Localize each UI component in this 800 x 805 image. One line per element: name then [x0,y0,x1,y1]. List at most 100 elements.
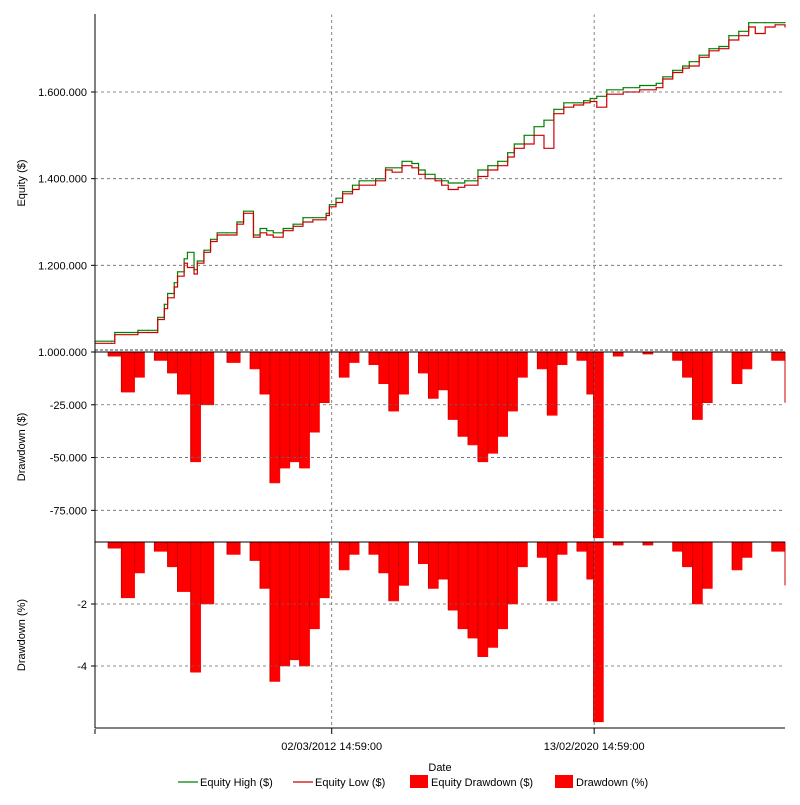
series-point [655,82,657,84]
series-point [167,297,169,299]
series-point [137,331,139,334]
series-point [533,134,535,136]
legend-swatch-box [555,775,573,788]
series-point [464,180,466,182]
series-point [573,104,575,106]
series-point [464,184,466,186]
series-point [173,286,175,288]
series-point [447,188,449,191]
series-point [292,225,294,227]
series-point [583,100,585,102]
series-point [738,30,740,32]
series-point [328,206,331,208]
y-axis-title: Drawdown (%) [16,599,28,671]
series-point [543,119,545,121]
series-point [639,89,641,91]
series-point [523,143,525,145]
series-point [477,175,479,178]
series-point [682,67,684,69]
series-point [441,184,443,186]
series-point [272,236,274,238]
series-point [110,340,113,342]
series-point [507,156,509,158]
series-point [563,106,565,108]
series-point [302,217,304,219]
series-point [764,22,766,24]
series-point [266,234,268,236]
x-axis-title: Date [428,762,451,774]
series-point [196,260,198,262]
series-point [312,217,314,219]
series-point [718,45,720,48]
series-point [163,308,165,310]
series-point [477,169,479,171]
x-tick-label: 13/02/2020 14:59:00 [544,741,645,753]
series-point [401,160,403,162]
series-point [173,282,175,284]
series-point [384,167,387,169]
series-point [718,48,720,50]
series-point [606,89,608,91]
series-point [487,169,489,171]
series-point [391,171,393,173]
series-point [147,329,149,331]
legend-label: Equity High ($) [200,777,273,789]
series-point [672,71,674,74]
series-point [236,221,238,223]
series-point [375,180,377,182]
panel-drawdown_usd: -25.000 -50.000 -75.000 Drawdown ($) [16,351,786,542]
panel-equity: 1.000.000 1.200.000 1.400.000 1.600.000 Equi… [16,13,786,359]
series-point [328,204,331,206]
series-point [114,334,116,336]
series-point [193,273,195,275]
series-point [748,26,750,28]
series-point [209,238,212,240]
y-tick-label: -2 [77,599,87,611]
series-point [391,167,393,169]
y-tick-label: 1.000.000 [38,347,87,359]
series-point [708,50,710,52]
series-point [457,186,459,188]
series-point [622,87,624,89]
series-point [754,32,756,35]
series-point [738,35,740,37]
series-point [236,223,238,225]
series-point [226,234,228,236]
series-point [606,93,608,95]
series-point [163,303,165,305]
series-point [497,165,499,167]
x-tick-label: 02/03/2012 14:59:00 [281,741,382,753]
series-point [209,240,212,243]
series-point [259,232,261,234]
y-axis-title: Drawdown ($) [16,413,28,481]
series-point [497,160,499,162]
series-line-0 [95,22,785,342]
series-point [196,262,198,264]
series-point [325,214,327,217]
series-point [589,100,591,103]
y-tick-label: 1.400.000 [38,174,87,186]
series-point [312,219,314,221]
series-line-1 [95,24,786,344]
series-point [662,76,664,78]
series-point [157,318,159,321]
series-point [351,184,354,186]
series-point [487,165,489,167]
series-point [589,97,591,100]
series-point [672,69,674,71]
series-point [186,266,189,269]
series-point [292,223,294,225]
series-point [242,210,245,212]
series-point [507,152,509,154]
series-point [434,180,436,182]
series-point [302,221,304,223]
series-point [639,84,641,87]
series-point [272,232,274,234]
series-point [563,102,565,104]
legend-label: Equity Low ($) [315,777,385,789]
series-point [784,22,786,24]
series-point [259,227,261,230]
series-point [358,180,360,182]
series-point [688,61,690,63]
